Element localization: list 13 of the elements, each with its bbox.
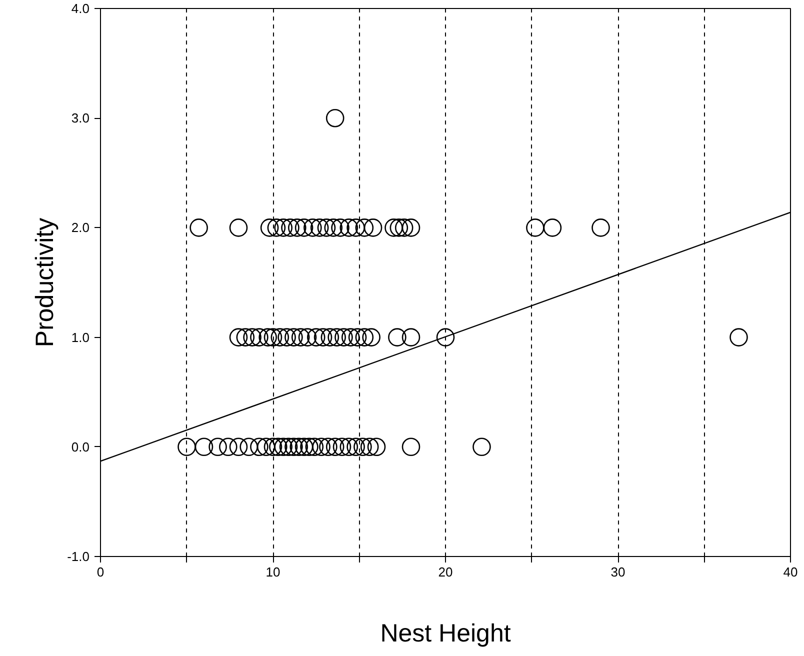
x-tick-label: 0	[96, 564, 104, 580]
x-tick-label: 20	[438, 564, 453, 580]
y-tick-label: 3.0	[71, 110, 90, 126]
y-tick-label: -1.0	[67, 549, 90, 564]
y-tick-label: 2.0	[71, 220, 90, 236]
y-tick-label: 1.0	[71, 330, 90, 345]
y-tick-label: 0.0	[71, 439, 90, 454]
x-tick-label: 40	[783, 564, 798, 580]
y-tick-label: 4.0	[71, 1, 90, 16]
x-tick-label: 30	[610, 564, 626, 580]
y-axis-title: Productivity	[31, 217, 60, 348]
x-tick-label: 10	[266, 564, 280, 580]
x-axis-title: Nest Height	[380, 620, 511, 648]
